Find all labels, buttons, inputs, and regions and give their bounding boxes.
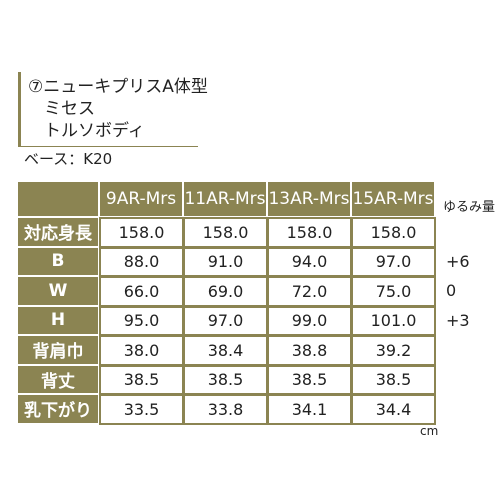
value-cell: 75.0: [351, 276, 436, 307]
value-cell: 38.5: [183, 364, 268, 395]
value-cell: 34.4: [351, 394, 436, 425]
divider: [18, 146, 198, 147]
unit: cm: [420, 424, 439, 438]
value-cell: 91.0: [183, 246, 268, 277]
title: ⑦ニューキプリスA体型: [28, 77, 208, 97]
value-cell: 94.0: [267, 246, 352, 277]
value-cell: 33.8: [183, 394, 268, 425]
value-cell: 97.0: [183, 305, 268, 336]
value-cell: 99.0: [267, 305, 352, 336]
column-header: 13AR-Mrs: [268, 182, 350, 216]
column-header: 15AR-Mrs: [352, 182, 434, 216]
value-cell: 97.0: [351, 246, 436, 277]
row-label: B: [18, 247, 98, 275]
row-label: 背肩巾: [18, 336, 98, 364]
accent-bar: [18, 72, 21, 146]
value-cell: 39.2: [351, 335, 436, 366]
value-cell: 158.0: [99, 217, 184, 248]
subtitle: ミセス: [44, 99, 95, 119]
corner-cell: [18, 182, 98, 216]
value-cell: 34.1: [267, 394, 352, 425]
value-cell: 38.5: [267, 364, 352, 395]
value-cell: 158.0: [183, 217, 268, 248]
value-cell: 72.0: [267, 276, 352, 307]
value-cell: 38.8: [267, 335, 352, 366]
column-header: 11AR-Mrs: [184, 182, 266, 216]
value-cell: 38.5: [351, 364, 436, 395]
row-label: H: [18, 306, 98, 334]
value-cell: 158.0: [267, 217, 352, 248]
value-cell: 33.5: [99, 394, 184, 425]
row-label: 乳下がり: [18, 395, 98, 423]
value-cell: 38.0: [99, 335, 184, 366]
value-cell: 38.4: [183, 335, 268, 366]
base: ベース：K20: [24, 150, 113, 168]
value-cell: 38.5: [99, 364, 184, 395]
body-type: トルソボディ: [44, 121, 145, 141]
row-label: W: [18, 277, 98, 305]
value-cell: 66.0: [99, 276, 184, 307]
value-cell: 101.0: [351, 305, 436, 336]
allowance: +3: [446, 310, 470, 330]
row-label: 対応身長: [18, 218, 98, 246]
allowance-header: ゆるみ量: [443, 200, 496, 215]
allowance: +6: [446, 251, 470, 271]
row-label: 背丈: [18, 365, 98, 393]
value-cell: 88.0: [99, 246, 184, 277]
value-cell: 158.0: [351, 217, 436, 248]
allowance: 0: [446, 281, 457, 300]
value-cell: 69.0: [183, 276, 268, 307]
value-cell: 95.0: [99, 305, 184, 336]
column-header: 9AR-Mrs: [100, 182, 182, 216]
